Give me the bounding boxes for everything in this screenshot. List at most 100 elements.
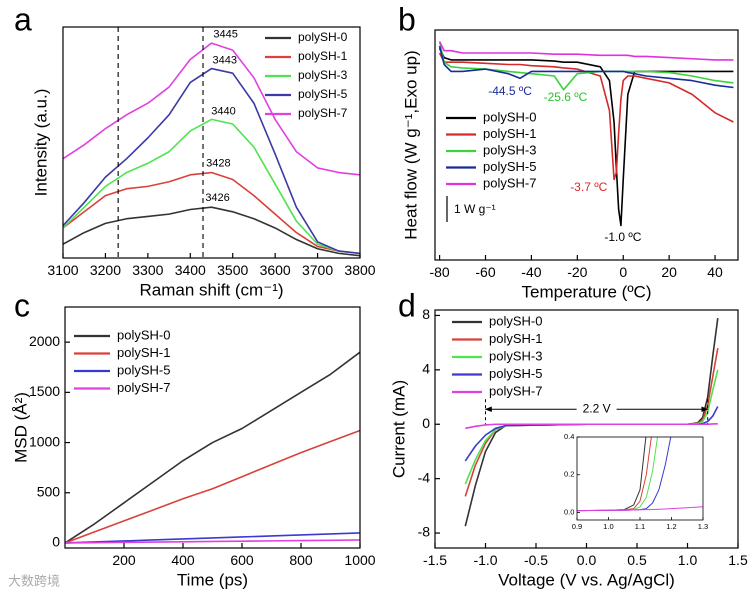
y-tick-label: 0.2 bbox=[564, 470, 574, 479]
legend-label: polySH-1 bbox=[298, 49, 348, 63]
x-tick-label: 1.0 bbox=[678, 552, 698, 568]
legend-label: polySH-7 bbox=[298, 106, 348, 120]
legend-label: polySH-5 bbox=[298, 87, 348, 101]
plot-frame bbox=[576, 436, 704, 521]
y-tick-label: 4 bbox=[422, 361, 430, 377]
x-tick-label: 1.5 bbox=[728, 552, 748, 568]
x-tick-label: 40 bbox=[707, 264, 723, 280]
legend-label: polySH-3 bbox=[483, 142, 536, 157]
x-tick-label: 3100 bbox=[47, 262, 78, 278]
panel-label: c bbox=[14, 287, 30, 323]
x-tick-label: 0.0 bbox=[577, 552, 597, 568]
annotation: -44.5 ºC bbox=[488, 84, 532, 98]
x-tick-label: 0.9 bbox=[572, 522, 582, 531]
peak-label: 3440 bbox=[211, 106, 235, 118]
peak-label: 3443 bbox=[213, 54, 237, 66]
peak-label: 3428 bbox=[206, 157, 230, 169]
series-line bbox=[65, 429, 360, 544]
y-tick-label: 0.0 bbox=[564, 507, 574, 516]
panel-label: d bbox=[398, 287, 416, 323]
series-line bbox=[63, 42, 360, 176]
x-tick-label: -60 bbox=[475, 264, 495, 280]
legend-label: polySH-1 bbox=[117, 345, 170, 360]
x-tick-label: 3400 bbox=[175, 262, 206, 278]
y-tick-label: 0 bbox=[422, 415, 430, 431]
x-tick-label: -0.5 bbox=[524, 552, 548, 568]
annotation: -25.6 ºC bbox=[544, 90, 588, 104]
y-axis-label: Intensity (a.u.) bbox=[31, 89, 50, 197]
legend-label: polySH-0 bbox=[489, 313, 542, 328]
x-tick-label: 1000 bbox=[344, 552, 375, 568]
plot-frame bbox=[62, 26, 361, 259]
legend-label: polySH-7 bbox=[489, 383, 542, 398]
annotation: -3.7 ºC bbox=[570, 180, 607, 194]
x-tick-label: -1.5 bbox=[423, 552, 447, 568]
y-axis-label: MSD (Å²) bbox=[11, 392, 30, 463]
x-tick-label: 3200 bbox=[90, 262, 121, 278]
x-tick-label: 0.5 bbox=[627, 552, 647, 568]
watermark: 大数跨境 bbox=[8, 573, 60, 588]
x-axis-label: Temperature (ºC) bbox=[522, 282, 652, 301]
series-line bbox=[438, 45, 734, 89]
series-line bbox=[438, 52, 734, 181]
legend-label: polySH-0 bbox=[117, 327, 170, 342]
plot-lines bbox=[63, 42, 360, 257]
panel-label: a bbox=[14, 1, 32, 37]
legend-label: polySH-5 bbox=[483, 159, 536, 174]
y-tick-label: 500 bbox=[37, 483, 61, 499]
series-line bbox=[465, 423, 718, 430]
legend-label: polySH-7 bbox=[483, 175, 536, 190]
series-line bbox=[63, 171, 360, 255]
x-axis-label: Time (ps) bbox=[177, 570, 248, 589]
x-tick-label: 200 bbox=[112, 552, 136, 568]
x-tick-label: 1.0 bbox=[603, 522, 613, 531]
legend-label: polySH-5 bbox=[489, 366, 542, 381]
series-line bbox=[63, 67, 360, 255]
annotation: -1.0 ºC bbox=[604, 230, 641, 244]
scale-bar-label: 1 W g⁻¹ bbox=[454, 202, 496, 216]
x-axis-label: Raman shift (cm⁻¹) bbox=[139, 280, 283, 299]
x-tick-label: 1.3 bbox=[698, 522, 708, 531]
legend-label: polySH-7 bbox=[117, 380, 170, 395]
plot-lines bbox=[438, 41, 734, 227]
plot-frame bbox=[434, 29, 739, 261]
series-line bbox=[438, 41, 734, 61]
y-tick-label: -4 bbox=[418, 469, 431, 485]
x-tick-label: 3500 bbox=[217, 262, 248, 278]
y-tick-label: 0 bbox=[52, 534, 60, 550]
x-tick-label: -1.0 bbox=[473, 552, 497, 568]
legend-label: polySH-1 bbox=[489, 331, 542, 346]
legend-label: polySH-3 bbox=[489, 348, 542, 363]
x-tick-label: 400 bbox=[171, 552, 195, 568]
legend-label: polySH-0 bbox=[483, 109, 536, 124]
series-line bbox=[577, 506, 703, 512]
y-axis-label: Heat flow (W g⁻¹,Exo up) bbox=[401, 50, 420, 239]
plot-lines bbox=[577, 437, 703, 512]
series-line bbox=[65, 532, 360, 544]
legend-label: polySH-3 bbox=[298, 68, 348, 82]
x-tick-label: -40 bbox=[521, 264, 541, 280]
annotation-background bbox=[576, 401, 617, 418]
y-tick-label: -8 bbox=[418, 524, 431, 540]
series-line bbox=[65, 351, 360, 544]
x-tick-label: 0 bbox=[619, 264, 627, 280]
legend-label: polySH-0 bbox=[298, 30, 348, 44]
series-line bbox=[65, 539, 360, 544]
series-line bbox=[438, 41, 734, 91]
plot-frame bbox=[64, 306, 361, 549]
x-tick-label: -20 bbox=[567, 264, 587, 280]
legend-label: polySH-1 bbox=[483, 126, 536, 141]
plot-frame bbox=[434, 309, 739, 549]
annotation: 2.2 V bbox=[583, 401, 611, 415]
y-tick-label: 1000 bbox=[29, 433, 60, 449]
x-tick-label: 1.1 bbox=[635, 522, 645, 531]
plot-lines bbox=[65, 351, 360, 544]
peak-label: 3426 bbox=[205, 192, 229, 204]
y-axis-label: Current (mA) bbox=[389, 380, 408, 478]
y-tick-label: 1500 bbox=[29, 383, 60, 399]
x-axis-label: Voltage (V vs. Ag/AgCl) bbox=[498, 570, 675, 589]
y-tick-label: 2000 bbox=[29, 333, 60, 349]
x-tick-label: 800 bbox=[289, 552, 313, 568]
peak-label: 3445 bbox=[213, 29, 237, 41]
